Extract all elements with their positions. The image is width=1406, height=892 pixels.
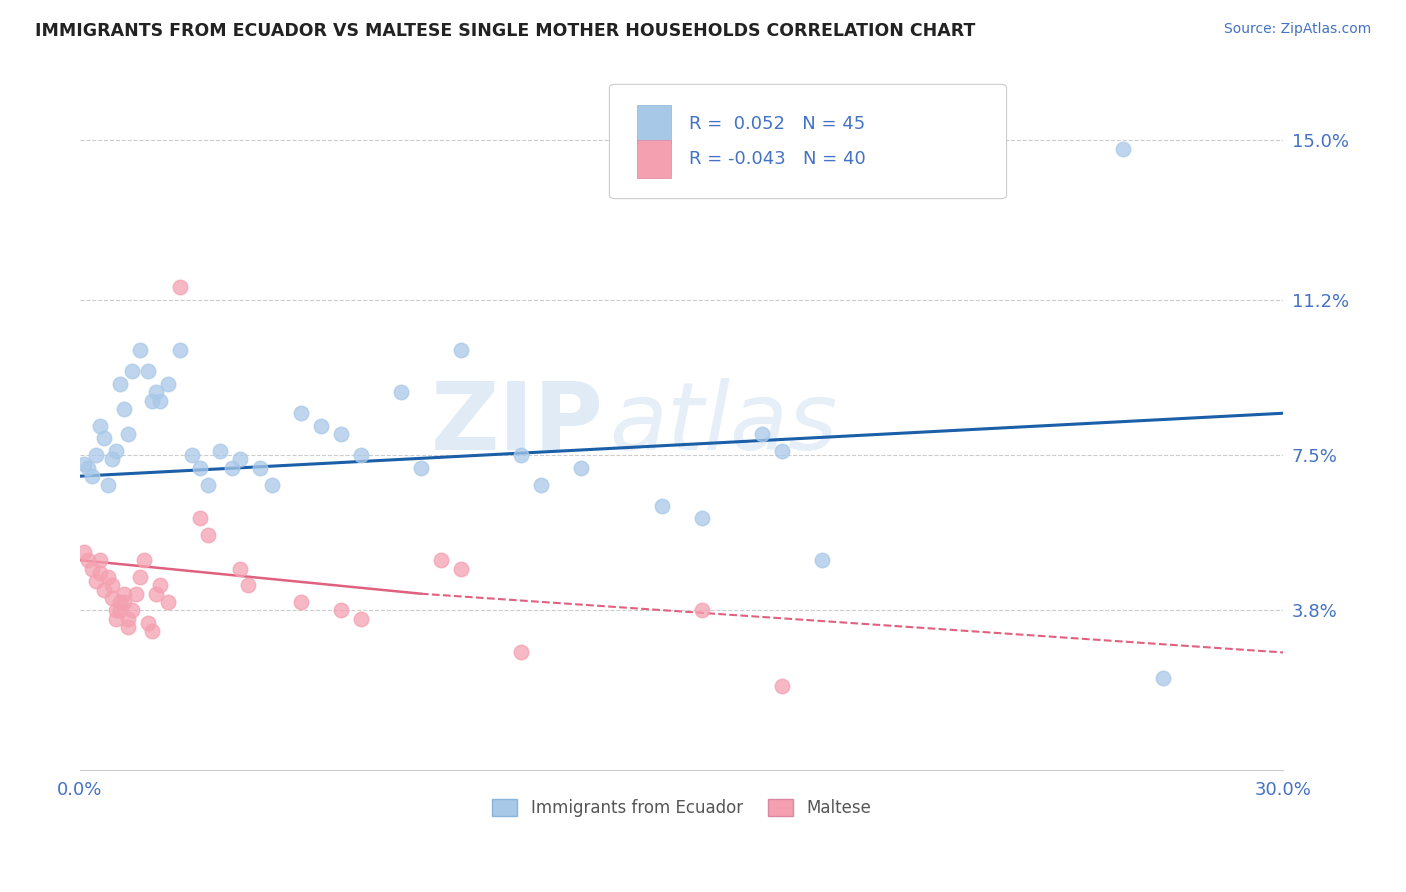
Point — [249, 460, 271, 475]
Point — [450, 561, 472, 575]
Point — [121, 364, 143, 378]
Point — [329, 603, 352, 617]
Point — [229, 452, 252, 467]
Point — [136, 364, 159, 378]
Point — [262, 477, 284, 491]
Point — [112, 587, 135, 601]
Point — [329, 427, 352, 442]
Point — [145, 385, 167, 400]
Point — [141, 393, 163, 408]
FancyBboxPatch shape — [637, 140, 671, 178]
Text: R =  0.052   N = 45: R = 0.052 N = 45 — [689, 115, 865, 133]
Text: atlas: atlas — [609, 378, 838, 469]
Point — [129, 570, 152, 584]
Text: ZIP: ZIP — [430, 377, 603, 470]
Point — [770, 444, 793, 458]
Point — [751, 427, 773, 442]
Point — [89, 553, 111, 567]
Point — [1152, 671, 1174, 685]
Point — [112, 595, 135, 609]
Point — [125, 587, 148, 601]
Text: IMMIGRANTS FROM ECUADOR VS MALTESE SINGLE MOTHER HOUSEHOLDS CORRELATION CHART: IMMIGRANTS FROM ECUADOR VS MALTESE SINGL… — [35, 22, 976, 40]
Point — [188, 460, 211, 475]
Point — [101, 452, 124, 467]
Point — [77, 553, 100, 567]
Point — [104, 612, 127, 626]
Point — [430, 553, 453, 567]
Point — [101, 578, 124, 592]
Point — [84, 448, 107, 462]
Point — [309, 418, 332, 433]
Point — [121, 603, 143, 617]
Point — [350, 448, 373, 462]
Point — [129, 343, 152, 358]
Point — [108, 376, 131, 391]
Point — [569, 460, 592, 475]
Point — [409, 460, 432, 475]
Point — [117, 620, 139, 634]
Legend: Immigrants from Ecuador, Maltese: Immigrants from Ecuador, Maltese — [485, 792, 877, 824]
Point — [651, 499, 673, 513]
Point — [169, 343, 191, 358]
Point — [350, 612, 373, 626]
Point — [157, 376, 180, 391]
Point — [149, 393, 172, 408]
Point — [197, 477, 219, 491]
Text: Source: ZipAtlas.com: Source: ZipAtlas.com — [1223, 22, 1371, 37]
Point — [181, 448, 204, 462]
Point — [117, 612, 139, 626]
Point — [229, 561, 252, 575]
Point — [169, 280, 191, 294]
Point — [770, 679, 793, 693]
Point — [188, 511, 211, 525]
Point — [112, 402, 135, 417]
Point — [136, 616, 159, 631]
Point — [84, 574, 107, 588]
Point — [290, 595, 312, 609]
Point — [104, 603, 127, 617]
Point — [97, 477, 120, 491]
Point — [221, 460, 243, 475]
Point — [510, 645, 533, 659]
Point — [73, 457, 96, 471]
Point — [690, 511, 713, 525]
Point — [510, 448, 533, 462]
Point — [209, 444, 232, 458]
Point — [80, 469, 103, 483]
Point — [1112, 142, 1135, 156]
Point — [290, 406, 312, 420]
Point — [690, 603, 713, 617]
Point — [108, 603, 131, 617]
Point — [157, 595, 180, 609]
Point — [197, 528, 219, 542]
Point — [80, 561, 103, 575]
Point — [73, 545, 96, 559]
Point — [117, 427, 139, 442]
Point — [89, 566, 111, 580]
Text: R = -0.043   N = 40: R = -0.043 N = 40 — [689, 150, 866, 168]
Point — [450, 343, 472, 358]
Point — [104, 444, 127, 458]
FancyBboxPatch shape — [609, 85, 1007, 199]
FancyBboxPatch shape — [637, 105, 671, 144]
Point — [93, 431, 115, 445]
Point — [132, 553, 155, 567]
Point — [97, 570, 120, 584]
Point — [93, 582, 115, 597]
Point — [811, 553, 834, 567]
Point — [530, 477, 553, 491]
Point — [149, 578, 172, 592]
Point — [145, 587, 167, 601]
Point — [141, 624, 163, 639]
Point — [238, 578, 260, 592]
Point — [389, 385, 412, 400]
Point — [101, 591, 124, 605]
Point — [108, 595, 131, 609]
Point — [89, 418, 111, 433]
Point — [77, 460, 100, 475]
